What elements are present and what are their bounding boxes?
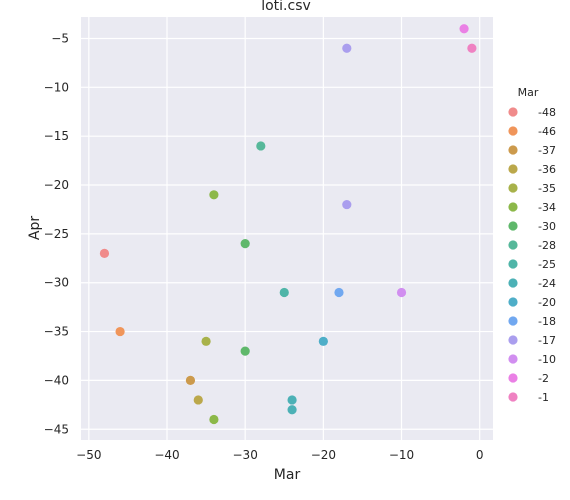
x-tick-label: −30 xyxy=(233,448,258,462)
plot-area xyxy=(81,17,493,440)
legend-label: -2 xyxy=(538,372,549,385)
legend-label: -1 xyxy=(538,391,549,404)
y-tick-label: −25 xyxy=(44,227,69,241)
x-tick-label: 0 xyxy=(476,448,484,462)
legend-label: -20 xyxy=(538,296,556,309)
data-point xyxy=(115,326,125,337)
data-point xyxy=(240,239,250,249)
legend-label: -36 xyxy=(538,163,556,176)
data-point xyxy=(342,43,352,53)
legend-marker xyxy=(508,145,518,155)
data-point xyxy=(185,375,196,386)
data-point xyxy=(396,287,407,298)
data-point xyxy=(193,395,203,405)
data-point xyxy=(279,287,289,298)
data-point xyxy=(256,141,266,151)
y-tick-label: −35 xyxy=(44,325,69,339)
legend-marker xyxy=(508,392,518,402)
legend-marker xyxy=(508,335,518,345)
legend-label: -25 xyxy=(538,258,556,271)
legend-marker xyxy=(508,221,518,231)
legend-marker xyxy=(508,354,518,364)
legend-marker xyxy=(508,373,518,383)
legend-marker xyxy=(508,107,518,117)
x-axis-label: Mar xyxy=(274,467,301,483)
data-point xyxy=(209,190,219,200)
y-tick-label: −45 xyxy=(44,422,69,436)
legend-label: -18 xyxy=(538,315,556,328)
data-point xyxy=(209,414,219,425)
y-tick-label: −40 xyxy=(44,373,69,387)
legend-label: -48 xyxy=(538,106,556,119)
legend-label: -24 xyxy=(538,277,556,290)
chart-title: loti.csv xyxy=(261,0,311,14)
x-tick-label: −40 xyxy=(154,448,179,462)
x-tick-label: −20 xyxy=(311,448,336,462)
y-tick-labels: −5 −10 −15 −20 −25 −30 −35 −40 −45 xyxy=(44,31,69,436)
legend-marker xyxy=(508,278,518,288)
y-axis-label: Apr xyxy=(27,216,43,240)
legend-label: -30 xyxy=(538,220,556,233)
data-point xyxy=(459,24,469,34)
y-tick-label: −30 xyxy=(44,276,69,290)
grid-lines xyxy=(81,17,493,440)
data-point xyxy=(287,395,297,405)
data-point xyxy=(287,405,297,415)
legend-label: -46 xyxy=(538,125,556,138)
legend-title: Mar xyxy=(518,86,539,99)
data-point xyxy=(240,346,250,356)
legend-label: -28 xyxy=(538,239,556,252)
legend-label: -37 xyxy=(538,144,556,157)
legend-marker xyxy=(508,240,518,250)
x-tick-label: −10 xyxy=(389,448,414,462)
legend-marker xyxy=(508,202,518,212)
data-point xyxy=(334,287,344,298)
data-point xyxy=(99,248,110,259)
data-points xyxy=(99,24,477,425)
data-point xyxy=(318,336,328,346)
x-tick-label: −50 xyxy=(76,448,101,462)
legend-marker xyxy=(508,316,518,326)
legend-marker xyxy=(508,259,518,269)
legend-label: -35 xyxy=(538,182,556,195)
legend-label: -34 xyxy=(538,201,556,214)
data-point xyxy=(467,43,477,53)
y-tick-label: −15 xyxy=(44,129,69,143)
legend-label: -17 xyxy=(538,334,556,347)
legend-marker xyxy=(508,126,518,136)
y-tick-label: −5 xyxy=(51,31,69,45)
data-point xyxy=(201,336,211,346)
legend-marker xyxy=(508,297,518,307)
data-point xyxy=(342,199,352,210)
legend-marker xyxy=(508,164,518,174)
legend-label: -10 xyxy=(538,353,556,366)
legend: Mar -48 -46 -37 -36 -35 -34 -30 -28 -25 -24 -20 -18… xyxy=(508,86,556,404)
x-tick-labels: −50 −40 −30 −20 −10 0 xyxy=(76,448,483,462)
y-tick-label: −20 xyxy=(44,178,69,192)
legend-marker xyxy=(508,183,518,193)
y-tick-label: −10 xyxy=(44,80,69,94)
